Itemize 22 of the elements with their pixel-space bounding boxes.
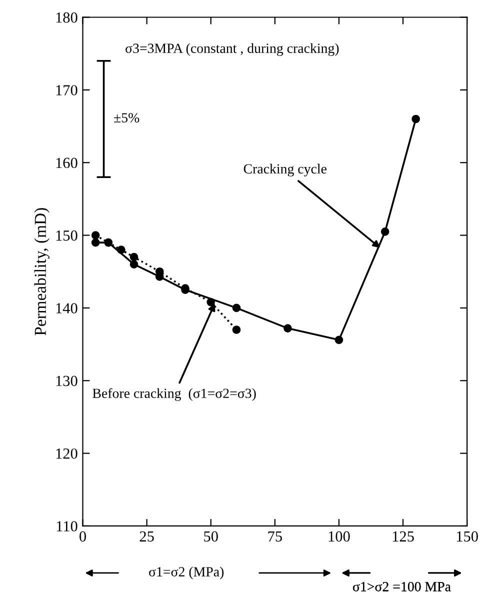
x-tick-label: 75 — [268, 531, 282, 542]
x-tick-label: 25 — [140, 531, 154, 542]
text: σ1=σ2 (MPa) — [149, 566, 224, 580]
y-tick-label: 130 — [56, 376, 78, 386]
x-tick-label: 100 — [328, 531, 350, 542]
annotation: ±5% — [114, 113, 140, 123]
x-tick-label: 125 — [392, 531, 414, 542]
y-tick-label: 140 — [56, 303, 78, 314]
y-tick-label: 150 — [56, 230, 78, 241]
y-tick-label: 180 — [56, 12, 78, 23]
x-tick-label: 50 — [204, 531, 218, 542]
y-tick-label: 110 — [56, 521, 78, 532]
annotation: Before cracking (σ1=σ2=σ3) — [92, 388, 256, 401]
x-tick-label: 150 — [456, 531, 478, 542]
y-tick-label: 120 — [56, 448, 78, 459]
y-axis-title: Permeability, (mD) — [34, 208, 50, 336]
annotation: σ3=3MPA (constant , during cracking) — [126, 43, 339, 56]
annotation: Cracking cycle — [244, 164, 326, 176]
text: σ1>σ2 =100 MPa — [352, 582, 451, 592]
y-tick-label: 170 — [56, 85, 78, 96]
x-tick-label: 0 — [80, 531, 86, 542]
y-tick-label: 160 — [56, 158, 78, 168]
